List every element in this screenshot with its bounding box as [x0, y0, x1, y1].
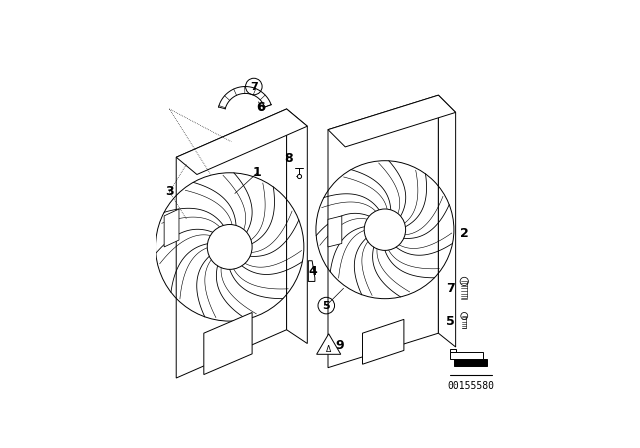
- Polygon shape: [438, 95, 456, 347]
- Text: 2: 2: [460, 227, 468, 240]
- Circle shape: [460, 277, 468, 285]
- Polygon shape: [176, 109, 287, 378]
- Polygon shape: [308, 261, 315, 281]
- Polygon shape: [287, 109, 307, 344]
- Text: 4: 4: [308, 265, 317, 278]
- Text: 5: 5: [446, 314, 455, 327]
- Text: 1: 1: [253, 166, 262, 179]
- Polygon shape: [454, 359, 486, 366]
- Polygon shape: [176, 109, 307, 174]
- Circle shape: [461, 313, 468, 319]
- Polygon shape: [451, 349, 456, 352]
- Ellipse shape: [364, 209, 406, 250]
- Text: 6: 6: [257, 101, 265, 114]
- Polygon shape: [204, 313, 252, 375]
- Polygon shape: [328, 216, 342, 247]
- Text: 9: 9: [336, 339, 344, 352]
- Text: 7: 7: [446, 282, 455, 295]
- Text: 8: 8: [284, 152, 292, 165]
- Polygon shape: [362, 319, 404, 364]
- Text: 3: 3: [165, 185, 173, 198]
- Polygon shape: [164, 209, 179, 247]
- Polygon shape: [451, 352, 483, 359]
- Text: 00155580: 00155580: [447, 381, 495, 391]
- Ellipse shape: [207, 224, 252, 269]
- Text: Δ: Δ: [326, 345, 332, 354]
- Polygon shape: [328, 95, 456, 147]
- Polygon shape: [328, 95, 438, 368]
- Polygon shape: [317, 334, 340, 354]
- Text: 7: 7: [250, 82, 258, 91]
- Text: 5: 5: [323, 301, 330, 310]
